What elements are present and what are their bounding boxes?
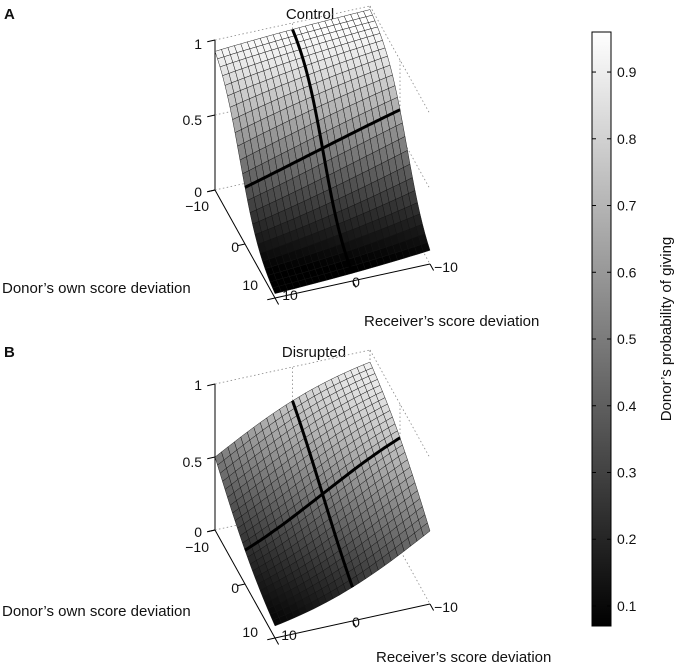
colorbar: 0.9 0.8 0.7 0.6 0.5 0.4 0.3 0.2 0.1 Donor’s prob… [591,31,675,627]
z-tick-mark [207,189,216,193]
panel-a-x-axis-label: Donor’s own score deviation [2,280,191,297]
panel-b-y-tick-10: 10 [281,627,297,643]
panel-b-z-tick-0-5: 0.5 [183,454,203,470]
side-wall-top [369,349,431,459]
colorbar-tick-label: 0.6 [617,264,637,280]
receiver-tick-mark [274,297,280,305]
receiver-tick-mark [429,263,435,271]
z-tick-mark [207,456,216,460]
panel-b-surface [214,361,431,627]
z-tick-mark [207,39,216,43]
panel-b: B Disrupted 1 0.5 0 −10 0 10 10 0 −10 Do… [2,344,551,666]
donor-tick-mark [237,583,246,587]
panel-a-title: Control [286,6,334,23]
colorbar-tick-label: 0.1 [617,598,637,614]
panel-a-x-tick-neg10: −10 [185,198,209,214]
receiver-zero-line [291,400,354,588]
panel-a: A Control 1 0.5 0 −10 0 10 10 0 −10 Dono… [2,5,539,330]
panel-a-y-tick-0: 0 [352,274,360,290]
panel-a-z-tick-0: 0 [194,184,202,200]
panel-a-x-tick-10: 10 [242,277,258,293]
panel-a-z-tick-0-5: 0.5 [183,112,203,128]
panel-a-x-tick-0: 0 [231,239,239,255]
colorbar-tick-label: 0.2 [617,531,637,547]
colorbar-tick-label: 0.5 [617,331,637,347]
panel-b-x-tick-10: 10 [242,624,258,640]
back-wall-top [214,349,371,385]
panel-b-title: Disrupted [282,344,346,361]
panel-b-y-axis-label: Receiver’s score deviation [376,649,551,666]
colorbar-tick-label: 0.8 [617,131,637,147]
panel-a-z-tick-1: 1 [194,36,202,52]
panel-a-label: A [4,6,15,23]
side-wall-top [369,5,431,115]
panel-a-highlight-lines [244,28,401,274]
donor-tick-mark [237,243,246,247]
receiver-tick-mark [352,280,357,288]
back-wall-top [214,5,371,41]
receiver-tick-mark [352,620,357,628]
colorbar-tick-label: 0.7 [617,198,637,214]
receiver-tick-mark [274,637,280,645]
receiver-tick-mark [429,603,435,611]
colorbar-tick-label: 0.4 [617,398,637,414]
surface-cell [420,522,431,537]
panel-b-x-tick-neg10: −10 [185,539,209,555]
panel-b-z-tick-1: 1 [194,377,202,393]
panel-b-x-tick-0: 0 [231,580,239,596]
panel-a-y-tick-neg10: −10 [434,259,458,275]
surface-cell [420,242,431,253]
colorbar-tick-label: 0.9 [617,64,637,80]
panel-a-y-tick-10: 10 [282,287,298,303]
z-tick-mark [207,114,216,118]
panel-b-y-tick-0: 0 [352,614,360,630]
panel-b-highlight-lines [244,400,401,588]
panel-b-label: B [4,344,15,361]
colorbar-tick-label: 0.3 [617,464,637,480]
panel-b-x-axis-label: Donor’s own score deviation [2,603,191,620]
donor-tick-mark [267,637,276,641]
panel-a-y-axis-label: Receiver’s score deviation [364,313,539,330]
colorbar-gradient [591,31,612,627]
panel-b-y-tick-neg10: −10 [434,599,458,615]
z-tick-mark [207,383,216,387]
donor-tick-mark [267,297,276,301]
panel-b-z-tick-0: 0 [194,524,202,540]
z-tick-mark [207,529,216,533]
receiver-zero-line [291,28,354,274]
colorbar-label: Donor’s probability of giving [658,237,675,422]
colorbar-ticks: 0.9 0.8 0.7 0.6 0.5 0.4 0.3 0.2 0.1 [592,64,637,614]
